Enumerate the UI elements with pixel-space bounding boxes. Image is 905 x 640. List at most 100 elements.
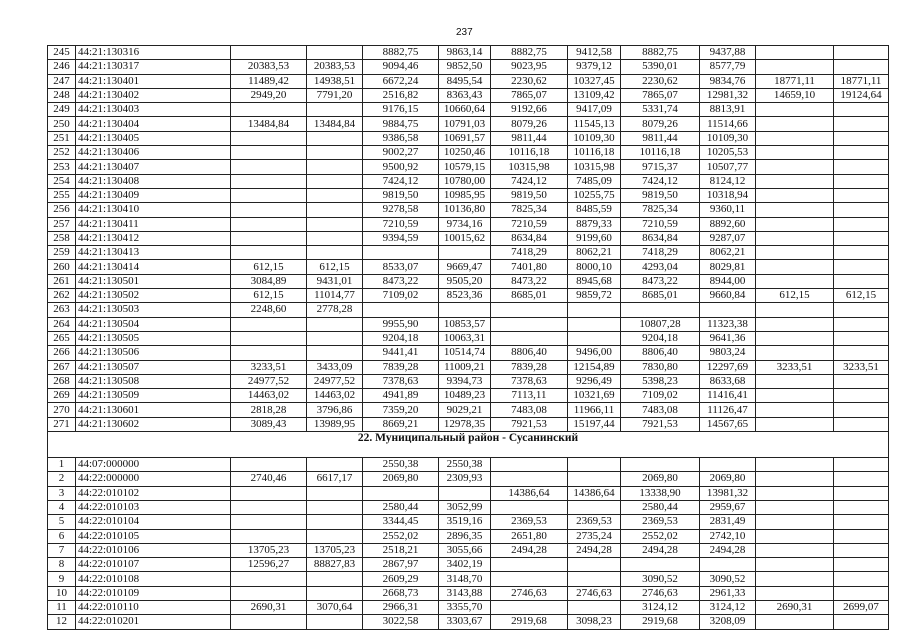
value-cell: 9029,21 (438, 402, 491, 418)
value-cell: 7865,07 (620, 87, 700, 104)
value-cell (306, 345, 363, 361)
value-cell (833, 485, 889, 501)
value-cell: 2831,49 (699, 514, 756, 530)
value-cell: 3124,12 (620, 599, 700, 616)
value-cell (755, 302, 834, 318)
table-row: 269 44:21:130509 14463,02 14463,02 4941,89 10… (47, 388, 889, 404)
table-row: 7 44:22:010106 13705,23 13705,23 2518,21 3055… (47, 542, 889, 559)
table-row: 270 44:21:130601 2818,28 3796,86 7359,20 9029… (47, 402, 889, 418)
cadastral-code-cell: 44:21:130402 (75, 87, 231, 104)
value-cell: 9819,50 (362, 187, 439, 204)
value-cell: 11545,13 (567, 116, 621, 132)
value-cell: 19124,64 (833, 87, 889, 104)
value-cell: 7791,20 (306, 87, 363, 104)
value-cell: 9296,49 (567, 373, 621, 390)
value-cell: 9852,50 (438, 59, 491, 75)
value-cell (490, 330, 568, 347)
value-cell: 9803,24 (699, 345, 756, 361)
value-cell (755, 557, 834, 573)
value-cell (306, 173, 363, 189)
cadastral-code-cell: 44:21:130507 (75, 359, 231, 375)
value-cell (230, 187, 307, 204)
value-cell: 3084,89 (230, 273, 307, 290)
value-cell: 9500,92 (362, 159, 439, 175)
value-cell: 24977,52 (230, 373, 307, 390)
value-cell (230, 145, 307, 161)
value-cell: 9834,76 (699, 73, 756, 89)
value-cell: 9734,16 (438, 216, 491, 232)
value-cell: 14938,51 (306, 73, 363, 89)
cadastral-code-cell: 44:21:130504 (75, 316, 231, 332)
value-cell: 8685,01 (490, 288, 568, 304)
value-cell (306, 585, 363, 601)
cadastral-code-cell: 44:21:130406 (75, 145, 231, 161)
value-cell: 8944,00 (699, 273, 756, 290)
value-cell: 7825,34 (620, 202, 700, 218)
value-cell: 7921,53 (620, 416, 700, 433)
row-number-cell: 261 (47, 273, 76, 290)
value-cell: 2494,28 (490, 542, 568, 559)
table-row: 6 44:22:010105 2552,02 2896,35 2651,80 2735,2… (47, 528, 889, 544)
value-cell (755, 571, 834, 587)
value-cell: 18771,11 (755, 73, 834, 89)
value-cell (567, 599, 621, 616)
value-cell (833, 571, 889, 587)
section-header-row: 22. Муниципальный район - Сусанинский (47, 431, 889, 459)
value-cell (755, 542, 834, 559)
value-cell: 3519,16 (438, 514, 491, 530)
table-row: 259 44:21:130413 7418,29 8062,21 7418,29 8062… (47, 245, 889, 261)
row-number-cell: 251 (47, 130, 76, 147)
value-cell (833, 330, 889, 347)
row-number-cell: 260 (47, 259, 76, 275)
row-number-cell: 265 (47, 330, 76, 347)
table-row: 248 44:21:130402 2949,20 7791,20 2516,82 8363… (47, 87, 889, 104)
row-number-cell: 245 (47, 44, 76, 61)
value-cell: 12978,35 (438, 416, 491, 433)
cadastral-code-cell: 44:21:130414 (75, 259, 231, 275)
value-cell (833, 402, 889, 418)
cadastral-code-cell: 44:21:130408 (75, 173, 231, 189)
value-cell (833, 542, 889, 559)
value-cell (230, 571, 307, 587)
value-cell (306, 130, 363, 147)
value-cell (230, 102, 307, 118)
value-cell: 4941,89 (362, 388, 439, 404)
value-cell: 2069,80 (699, 471, 756, 487)
value-cell: 7483,08 (620, 402, 700, 418)
cadastral-code-cell: 44:21:130412 (75, 230, 231, 247)
value-cell: 7210,59 (620, 216, 700, 232)
value-cell (306, 216, 363, 232)
value-cell: 9641,36 (699, 330, 756, 347)
value-cell (833, 557, 889, 573)
row-number-cell: 2 (47, 471, 76, 487)
value-cell (755, 245, 834, 261)
value-cell (833, 528, 889, 544)
value-cell: 13484,84 (230, 116, 307, 132)
value-cell: 8882,75 (490, 44, 568, 61)
cadastral-code-cell: 44:21:130404 (75, 116, 231, 132)
value-cell: 10116,18 (620, 145, 700, 161)
value-cell: 2966,31 (362, 599, 439, 616)
table-row: 262 44:21:130502 612,15 11014,77 7109,02 8523… (47, 288, 889, 304)
value-cell (755, 230, 834, 247)
value-cell (306, 485, 363, 501)
value-cell: 3303,67 (438, 614, 491, 630)
row-number-cell: 9 (47, 571, 76, 587)
value-cell: 10985,95 (438, 187, 491, 204)
value-cell (755, 259, 834, 275)
value-cell (755, 614, 834, 630)
value-cell: 13338,90 (620, 485, 700, 501)
table-row: 12 44:22:010201 3022,58 3303,67 2919,68 3098,… (47, 614, 889, 630)
value-cell (833, 499, 889, 516)
value-cell: 10255,75 (567, 187, 621, 204)
value-cell: 6617,17 (306, 471, 363, 487)
table-row: 247 44:21:130401 11489,42 14938,51 6672,24 84… (47, 73, 889, 89)
value-cell: 13705,23 (230, 542, 307, 559)
value-cell (833, 230, 889, 247)
value-cell (230, 230, 307, 247)
table-row: 11 44:22:010110 2690,31 3070,64 2966,31 3355,… (47, 599, 889, 616)
value-cell: 10015,62 (438, 230, 491, 247)
row-number-cell: 256 (47, 202, 76, 218)
value-cell: 10321,69 (567, 388, 621, 404)
value-cell: 10116,18 (490, 145, 568, 161)
